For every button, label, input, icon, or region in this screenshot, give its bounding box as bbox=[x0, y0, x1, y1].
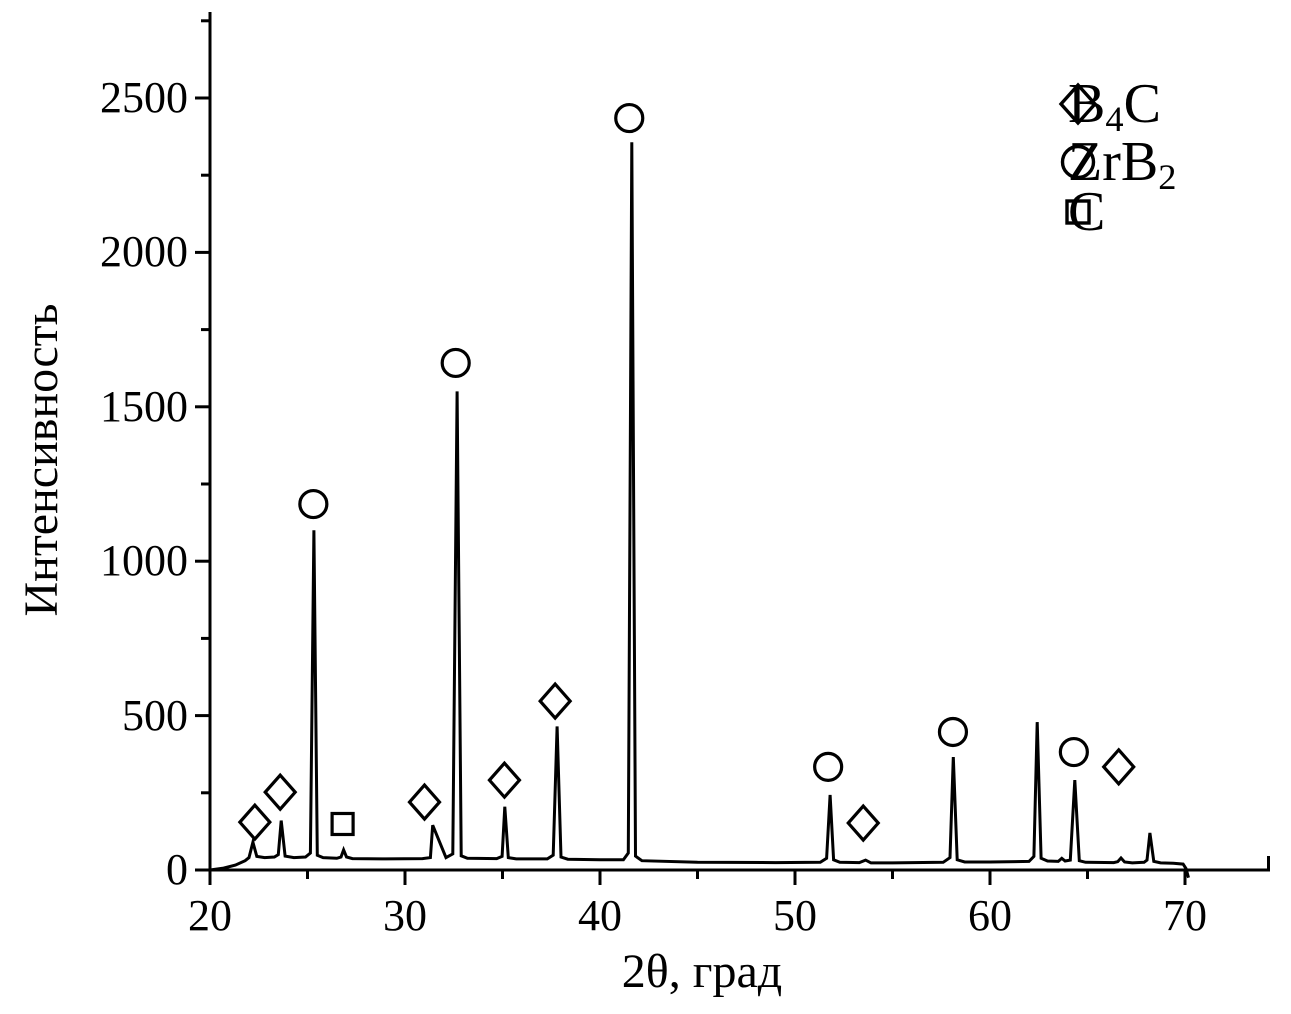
zrb2-circle-marker-icon bbox=[813, 751, 844, 782]
x-tick-label: 50 bbox=[773, 891, 817, 940]
x-tick-label: 60 bbox=[968, 891, 1012, 940]
x-tick-label: 20 bbox=[188, 891, 232, 940]
x-tick-label: 40 bbox=[578, 891, 622, 940]
legend-row: ZrB2 bbox=[1056, 131, 1177, 198]
c-square-marker-icon bbox=[330, 811, 355, 837]
legend-row: C bbox=[1056, 182, 1105, 242]
zrb2-circle-marker-icon bbox=[614, 102, 645, 134]
zrb2-circle-marker-icon bbox=[1058, 736, 1089, 768]
y-tick-label: 1500 bbox=[100, 381, 188, 431]
b4c-diamond-marker-icon bbox=[237, 802, 272, 842]
b4c-diamond-marker-icon bbox=[407, 782, 442, 822]
legend-label: B4C bbox=[1068, 73, 1161, 140]
y-tick-label: 500 bbox=[122, 690, 188, 740]
b4c-diamond-marker-icon bbox=[538, 681, 573, 721]
zrb2-circle-marker-icon bbox=[298, 488, 329, 520]
b4c-diamond-marker-icon bbox=[263, 772, 298, 812]
y-tick-label: 1000 bbox=[100, 536, 188, 586]
y-tick-label: 2000 bbox=[100, 227, 188, 277]
y-tick-label: 2500 bbox=[100, 73, 188, 122]
legend-square-icon bbox=[1065, 199, 1091, 225]
legend-circle-icon bbox=[1060, 144, 1096, 180]
x-axis-title: 2θ, град bbox=[621, 945, 783, 998]
b4c-diamond-marker-icon bbox=[846, 803, 881, 843]
legend-label: ZrB2 bbox=[1068, 131, 1177, 198]
legend-square-icon bbox=[1065, 199, 1091, 225]
b4c-diamond-marker-icon bbox=[1101, 747, 1136, 787]
legend-label: C bbox=[1068, 181, 1106, 243]
zrb2-circle-marker-icon bbox=[440, 347, 471, 379]
zrb2-circle-marker-icon bbox=[937, 716, 969, 748]
legend-row: B4C bbox=[1056, 73, 1161, 140]
y-tick-label: 0 bbox=[166, 845, 188, 894]
b4c-diamond-marker-icon bbox=[487, 760, 522, 800]
legend-circle-icon bbox=[1060, 144, 1096, 180]
x-tick-label: 70 bbox=[1163, 891, 1207, 940]
x-tick-label: 30 bbox=[383, 891, 427, 940]
diffraction-curve bbox=[209, 142, 1190, 879]
legend-diamond-icon bbox=[1058, 82, 1098, 126]
legend-diamond-icon bbox=[1058, 82, 1098, 126]
